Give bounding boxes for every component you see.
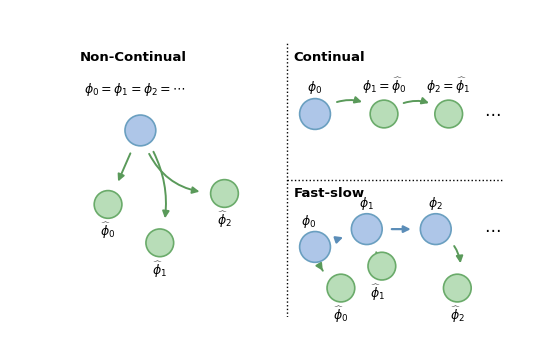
- Circle shape: [370, 100, 398, 128]
- Text: $\phi_1$: $\phi_1$: [360, 195, 374, 212]
- Text: $\widehat{\phi}_0$: $\widehat{\phi}_0$: [333, 305, 348, 325]
- Circle shape: [125, 115, 156, 146]
- Circle shape: [421, 214, 451, 245]
- Circle shape: [435, 100, 463, 128]
- Text: $\cdots$: $\cdots$: [483, 221, 500, 237]
- Text: $\widehat{\phi}_0$: $\widehat{\phi}_0$: [100, 221, 116, 241]
- Circle shape: [300, 99, 330, 129]
- Text: $\cdots$: $\cdots$: [483, 105, 500, 122]
- Text: $\widehat{\phi}_2$: $\widehat{\phi}_2$: [217, 210, 232, 230]
- Circle shape: [368, 252, 396, 280]
- Text: $\widehat{\phi}_1$: $\widehat{\phi}_1$: [152, 260, 167, 280]
- Text: $\phi_0 = \phi_1 = \phi_2 = \cdots$: $\phi_0 = \phi_1 = \phi_2 = \cdots$: [85, 81, 186, 98]
- Circle shape: [444, 274, 471, 302]
- Text: $\widehat{\phi}_1$: $\widehat{\phi}_1$: [370, 283, 385, 303]
- Text: $\phi_1 = \widehat{\phi}_0$: $\phi_1 = \widehat{\phi}_0$: [362, 76, 407, 96]
- Text: $\phi_2 = \widehat{\phi}_1$: $\phi_2 = \widehat{\phi}_1$: [426, 76, 471, 96]
- Text: $\phi_0$: $\phi_0$: [307, 79, 323, 96]
- Text: $\widehat{\phi}_2$: $\widehat{\phi}_2$: [450, 305, 465, 325]
- Circle shape: [146, 229, 174, 257]
- Text: Continual: Continual: [293, 51, 365, 64]
- Circle shape: [300, 231, 330, 262]
- Text: Fast-slow: Fast-slow: [293, 187, 365, 200]
- Circle shape: [351, 214, 382, 245]
- Text: $\phi_2$: $\phi_2$: [428, 195, 443, 212]
- Text: $\phi_0$: $\phi_0$: [301, 213, 316, 230]
- Circle shape: [94, 190, 122, 218]
- Circle shape: [327, 274, 355, 302]
- Text: Non-Continual: Non-Continual: [80, 51, 187, 64]
- Circle shape: [211, 180, 239, 207]
